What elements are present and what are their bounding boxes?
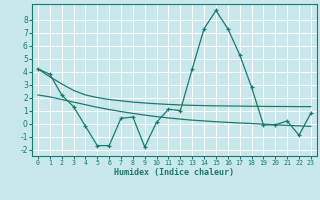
X-axis label: Humidex (Indice chaleur): Humidex (Indice chaleur) bbox=[115, 168, 234, 177]
